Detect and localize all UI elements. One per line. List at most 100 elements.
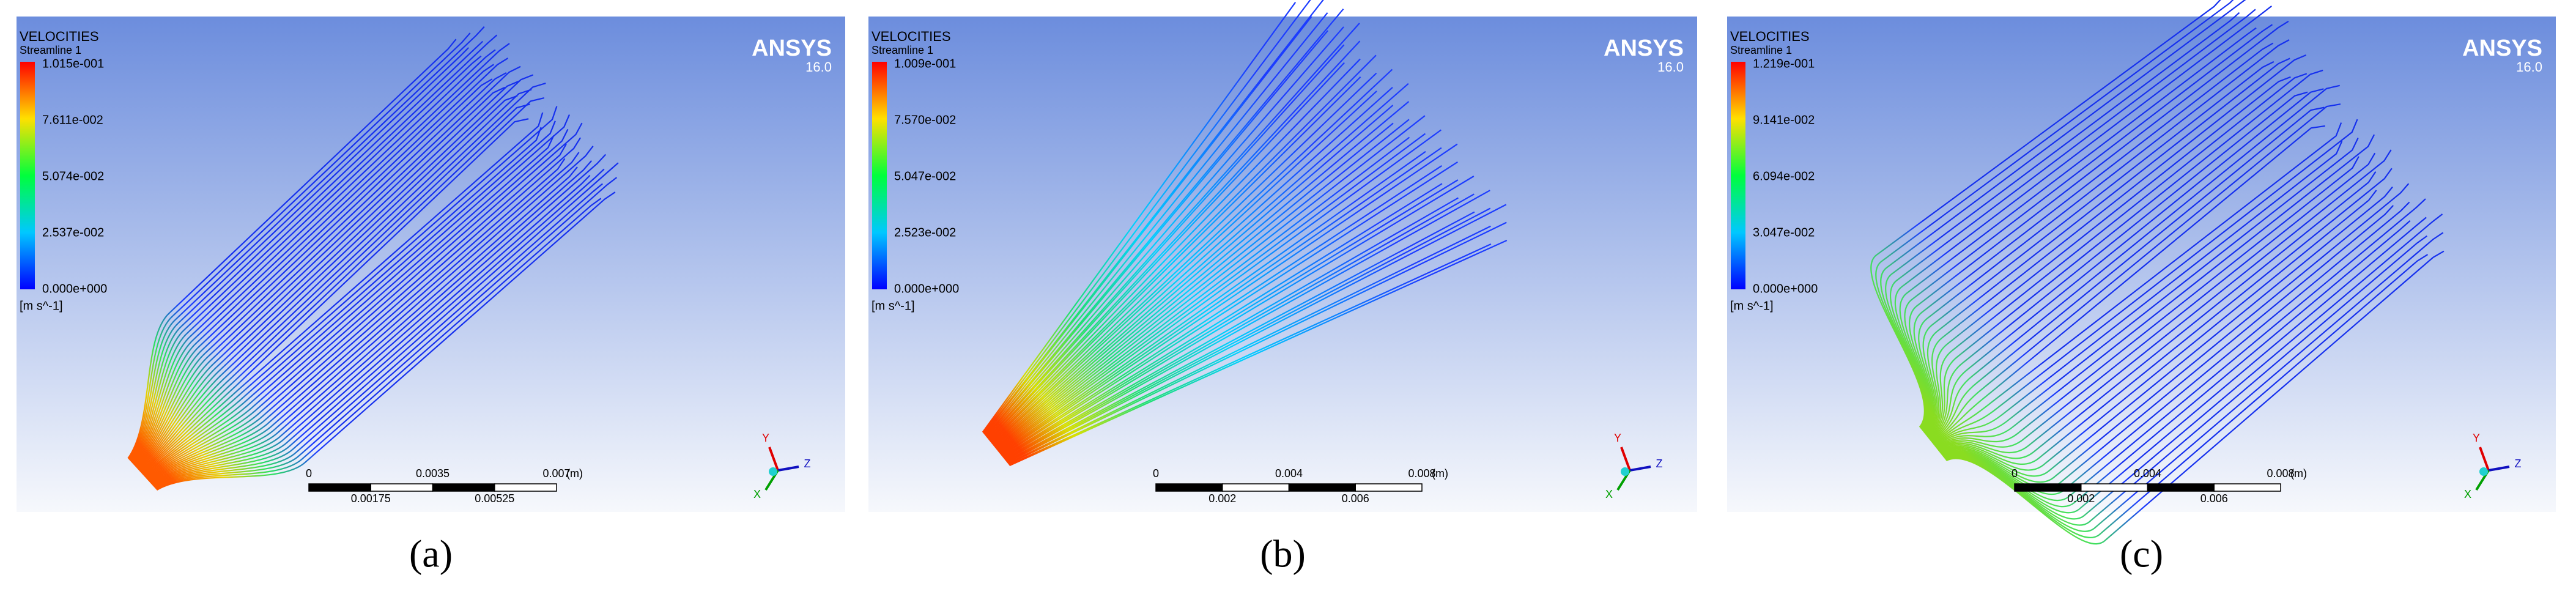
streamline — [987, 44, 1345, 440]
streamline — [1938, 171, 2377, 459]
streamline — [1927, 76, 2291, 439]
streamline — [1909, 20, 2289, 434]
scale-segment — [2014, 483, 2082, 492]
streamline — [1002, 179, 1459, 458]
streamline — [1938, 168, 2393, 465]
streamline — [991, 72, 1377, 444]
streamline — [982, 2, 1297, 433]
streamline — [134, 78, 493, 467]
streamline — [131, 49, 496, 464]
scale-label: 0.0035 — [416, 467, 450, 480]
scale-segment — [494, 483, 557, 492]
streamline — [143, 127, 542, 476]
streamline — [1936, 156, 2359, 449]
triad-label: Y — [1614, 432, 1621, 444]
streamline — [1939, 190, 2377, 471]
triad-origin — [1621, 467, 1629, 476]
streamline — [999, 150, 1426, 454]
streamline — [1929, 91, 2308, 440]
scale-label: 0.004 — [2134, 467, 2161, 480]
streamline — [1005, 211, 1475, 462]
legend-label: 6.094e-002 — [1753, 169, 1815, 183]
streamline — [1002, 183, 1443, 458]
triad-label: Y — [2473, 432, 2480, 444]
legend-unit: [m s^-1] — [872, 299, 915, 313]
viewport-background — [1727, 17, 2556, 512]
brand: ANSYS — [752, 35, 832, 61]
streamline — [149, 152, 580, 483]
streamline — [1941, 201, 2410, 495]
streamline — [129, 47, 469, 461]
streamline — [151, 160, 592, 485]
streamline — [150, 166, 578, 484]
legend-subtitle: Streamline 1 — [1730, 44, 1792, 56]
scale-label: 0.00525 — [475, 492, 514, 505]
streamline — [130, 34, 498, 462]
streamline — [152, 174, 591, 487]
color-bar — [20, 62, 35, 289]
streamline — [988, 62, 1345, 441]
triad-label: Z — [804, 458, 811, 470]
legend-label: 7.570e-002 — [894, 113, 956, 127]
streamline — [1933, 119, 2358, 446]
streamline — [982, 0, 1311, 434]
streamline — [1928, 73, 2308, 439]
streamline — [154, 183, 603, 489]
streamline — [1008, 221, 1507, 465]
streamline — [139, 83, 546, 472]
streamline — [997, 133, 1426, 452]
streamline — [1930, 88, 2324, 442]
triad-axis — [768, 447, 779, 471]
scale-label: 0.007 — [542, 467, 570, 480]
streamline — [1933, 122, 2342, 445]
legend-label: 0.000e+000 — [1753, 282, 1818, 295]
streamline — [1004, 197, 1459, 460]
scale-segment — [1155, 483, 1223, 492]
streamline — [994, 105, 1394, 448]
legend-label: 1.015e-001 — [42, 57, 104, 70]
streamline — [147, 122, 583, 480]
streamline — [128, 32, 471, 460]
streamline — [141, 97, 545, 474]
streamline — [133, 57, 509, 466]
streamline — [1009, 243, 1492, 465]
streamline — [985, 8, 1344, 437]
streamline — [1001, 165, 1443, 456]
streamline — [993, 83, 1409, 447]
scale-segment — [308, 483, 371, 492]
streamline — [999, 147, 1442, 454]
streamline — [983, 0, 1324, 434]
streamline — [1875, 0, 2234, 429]
streamline — [127, 39, 457, 459]
scale-segment — [1222, 483, 1290, 492]
streamline — [156, 191, 616, 491]
streamline — [983, 16, 1312, 435]
streamline — [1926, 57, 2290, 437]
scale-label: 0.006 — [1342, 492, 1369, 505]
streamline — [155, 177, 618, 489]
streamline — [142, 112, 544, 475]
streamline — [137, 80, 520, 470]
version: 16.0 — [2516, 59, 2542, 75]
streamline — [993, 86, 1393, 447]
streamline — [1004, 193, 1475, 461]
legend-label: 2.523e-002 — [894, 226, 956, 239]
streamline — [995, 122, 1394, 450]
streamline — [1904, 24, 2273, 433]
brand: ANSYS — [2462, 35, 2542, 61]
streamline — [138, 74, 534, 470]
legend-label: 5.074e-002 — [42, 169, 104, 183]
streamline — [1928, 69, 2323, 440]
streamline — [1937, 149, 2392, 453]
streamline — [1007, 225, 1491, 464]
streamline — [1870, 0, 2221, 428]
panel-caption: (c) — [2120, 532, 2163, 576]
streamlines — [127, 26, 619, 491]
streamline — [138, 95, 518, 471]
streamline — [1939, 186, 2393, 477]
triad-axis — [1620, 447, 1631, 471]
streamline — [985, 30, 1328, 437]
